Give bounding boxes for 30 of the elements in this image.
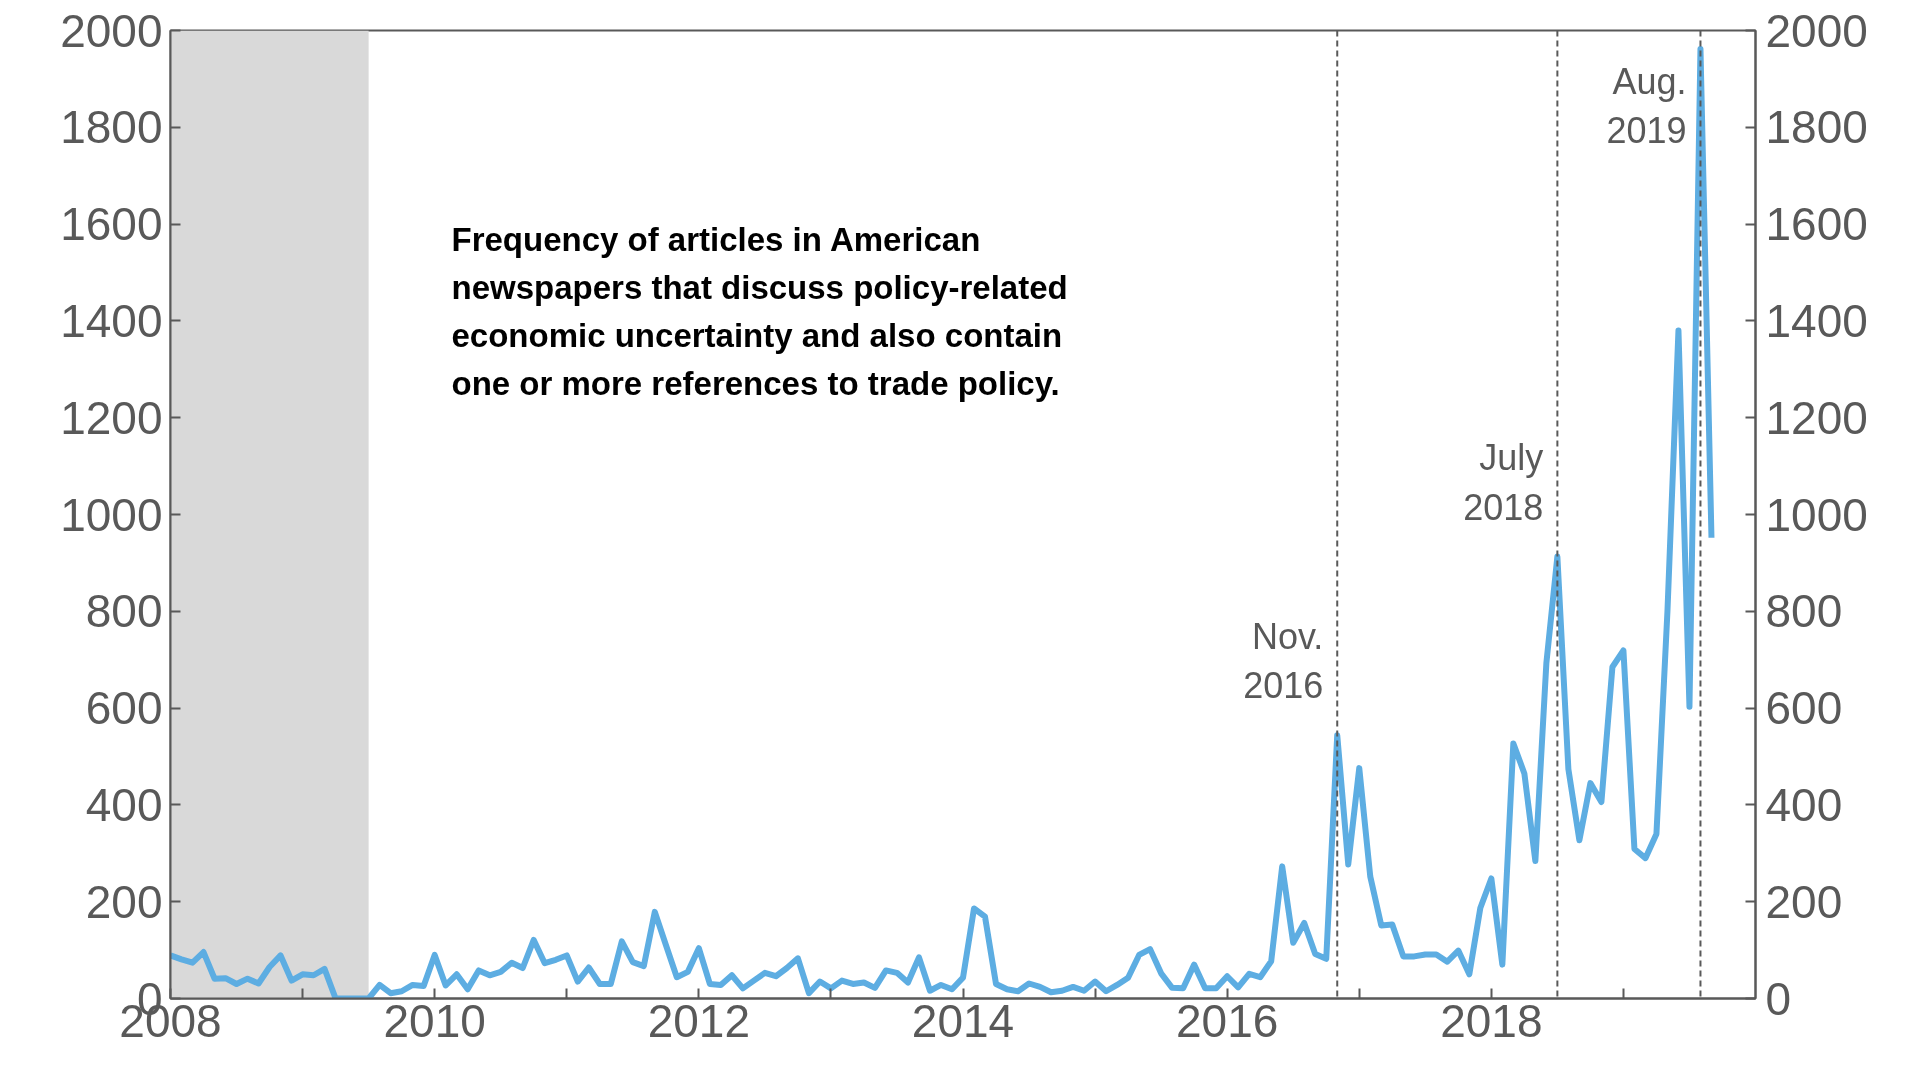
y2-tick-label: 1000 [1765, 488, 1868, 541]
y2-tick-label: 2000 [1765, 4, 1868, 57]
y2-tick-label: 1400 [1765, 294, 1868, 347]
y2-tick-label: 1800 [1765, 101, 1868, 154]
y2-tick-label: 1200 [1765, 391, 1868, 444]
y2-tick-label: 400 [1765, 778, 1843, 831]
y-tick-label: 800 [85, 585, 163, 638]
y-tick-label: 1800 [60, 101, 163, 154]
x-tick-label: 2018 [1440, 994, 1543, 1047]
x-tick-label: 2010 [383, 994, 486, 1047]
y-tick-label: 1200 [60, 391, 163, 444]
x-tick-label: 2012 [647, 994, 751, 1047]
ref-line-label: Aug. 2019 [1606, 61, 1687, 152]
y2-tick-label: 600 [1765, 682, 1843, 735]
y-tick-label: 600 [85, 682, 163, 735]
y-tick-label: 1400 [60, 294, 163, 347]
y-tick-label: 1000 [60, 488, 163, 541]
y2-tick-label: 1600 [1765, 198, 1868, 251]
ref-line-label: July 2018 [1463, 437, 1544, 528]
y-tick-label: 200 [85, 875, 163, 928]
annotation: Frequency of articles in American newspapers that discuss policy-related economic uncertainty and also contain one or more references to trade policy. [451, 220, 1068, 402]
x-tick-label: 2016 [1176, 994, 1279, 1047]
y-tick-label: 400 [85, 778, 163, 831]
y-tick-label: 2000 [60, 4, 163, 57]
y2-tick-label: 800 [1765, 585, 1843, 638]
x-tick-label: 2014 [911, 994, 1015, 1047]
y2-tick-label: 200 [1765, 875, 1843, 928]
ref-line-label: Nov. 2016 [1243, 615, 1324, 707]
y2-tick-label: 0 [1765, 972, 1792, 1025]
y-tick-label: 1600 [60, 198, 163, 251]
